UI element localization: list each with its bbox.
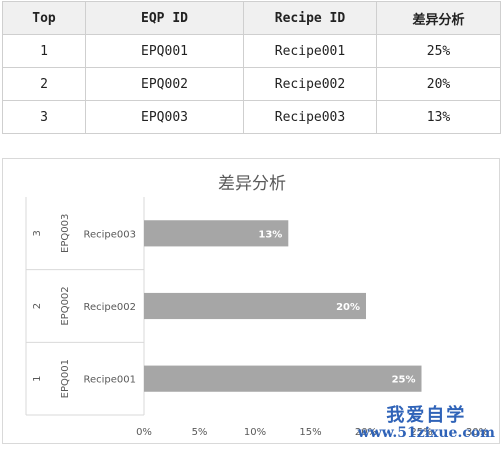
cell-recipe-id: Recipe003	[243, 100, 377, 134]
cell-top: 1	[2, 34, 86, 68]
eqp-label: EPQ002	[60, 286, 71, 325]
table-row: 3 EPQ003 Recipe003 13%	[2, 100, 501, 134]
cell-variance: 13%	[376, 100, 501, 134]
watermark: 我爱自学 www.51zixue.com	[358, 406, 495, 441]
x-tick-label: 10%	[244, 427, 266, 438]
cell-top: 2	[2, 67, 86, 101]
data-label: 13%	[258, 229, 282, 240]
x-tick-label: 5%	[192, 427, 208, 438]
cell-variance: 25%	[376, 34, 501, 68]
bar	[144, 292, 366, 320]
recipe-label: Recipe002	[83, 302, 136, 313]
cell-eqp-id: EPQ003	[85, 100, 244, 134]
x-tick-label: 30%	[466, 427, 488, 438]
cell-variance: 20%	[376, 67, 501, 101]
x-tick-label: 20%	[355, 427, 377, 438]
header-eqp-id: EQP ID	[85, 1, 244, 35]
eqp-label: EPQ003	[60, 214, 71, 253]
cell-recipe-id: Recipe002	[243, 67, 377, 101]
header-variance: 差异分析	[376, 1, 501, 35]
data-table: Top EQP ID Recipe ID 差异分析 1 EPQ001 Recip…	[2, 1, 501, 134]
top-label: 2	[32, 303, 43, 309]
watermark-url: www.51zixue.com	[357, 424, 495, 441]
recipe-label: Recipe003	[83, 229, 136, 240]
cell-recipe-id: Recipe001	[243, 34, 377, 68]
table-row: 1 EPQ001 Recipe001 25%	[2, 34, 501, 68]
eqp-label: EPQ001	[60, 359, 71, 398]
cell-top: 3	[2, 100, 86, 134]
bar-chart: 差异分析 25% Recipe001 EPQ001 1 20% Recipe002 EPQ0…	[2, 158, 500, 444]
cell-eqp-id: EPQ002	[85, 67, 244, 101]
table-header-row: Top EQP ID Recipe ID 差异分析	[2, 1, 501, 35]
top-label: 1	[32, 375, 43, 381]
bar	[144, 220, 289, 247]
data-label: 20%	[336, 302, 360, 313]
chart-plot: 25% Recipe001 EPQ001 1 20% Recipe002 EPQ002 2 13…	[25, 197, 488, 438]
header-recipe-id: Recipe ID	[243, 1, 377, 35]
x-tick-label: 25%	[410, 427, 432, 438]
recipe-label: Recipe001	[83, 375, 136, 386]
table-row: 2 EPQ002 Recipe002 20%	[2, 67, 501, 101]
watermark-text: 我爱自学	[386, 404, 467, 426]
cell-eqp-id: EPQ001	[85, 34, 244, 68]
header-top: Top	[2, 1, 86, 35]
x-tick-label: 0%	[136, 427, 152, 438]
bar	[144, 365, 422, 392]
top-label: 3	[32, 230, 43, 236]
chart-title: 差异分析	[218, 174, 286, 194]
data-label: 25%	[392, 375, 416, 386]
x-tick-label: 15%	[299, 427, 321, 438]
